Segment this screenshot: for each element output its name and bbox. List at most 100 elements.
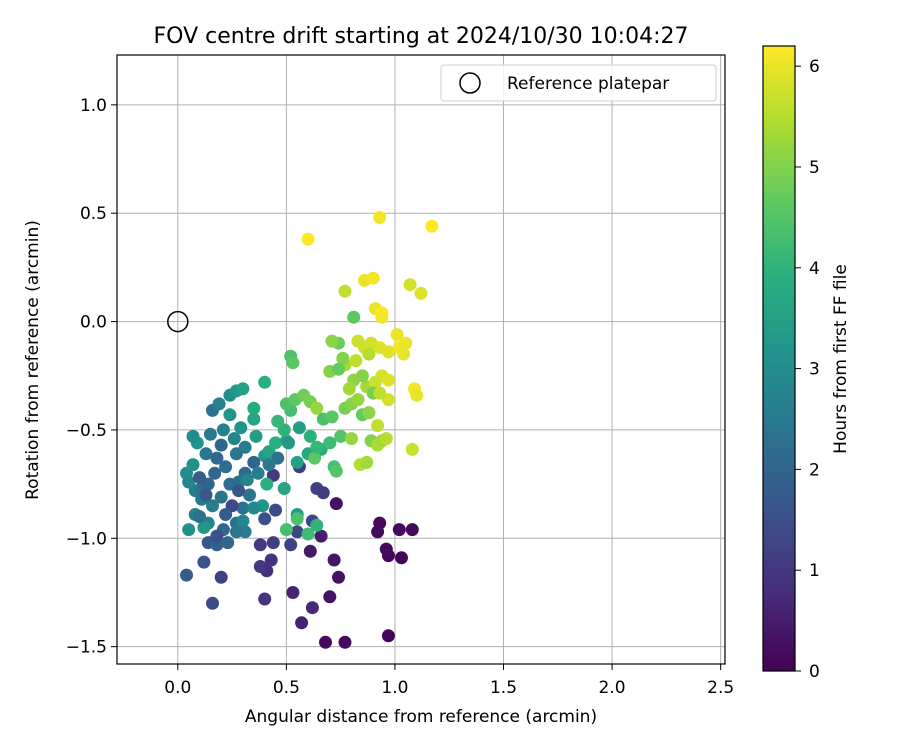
scatter-point xyxy=(336,351,350,365)
x-axis-label: Angular distance from reference (arcmin) xyxy=(245,707,597,727)
scatter-point xyxy=(197,521,211,534)
scatter-point xyxy=(323,436,337,450)
scatter-point xyxy=(425,219,439,233)
scatter-point xyxy=(229,525,243,539)
scatter-point xyxy=(379,542,393,556)
y-axis-label: Rotation from reference (arcmin) xyxy=(23,220,43,500)
scatter-point xyxy=(399,336,413,350)
scatter-point xyxy=(303,429,317,443)
scatter-point xyxy=(216,423,230,437)
scatter-point xyxy=(403,278,417,292)
scatter-point xyxy=(405,523,419,537)
scatter-point xyxy=(264,553,278,567)
scatter-point xyxy=(262,458,276,472)
scatter-point xyxy=(214,490,228,504)
x-tick-label: 1.0 xyxy=(381,678,408,698)
scatter-point xyxy=(219,508,233,521)
scatter-point xyxy=(199,488,213,502)
scatter-point xyxy=(373,516,387,530)
scatter-point xyxy=(410,388,424,402)
scatter-point xyxy=(223,408,237,422)
scatter-point xyxy=(219,460,233,474)
scatter-point xyxy=(329,464,343,478)
scatter-point xyxy=(279,523,293,537)
scatter-point xyxy=(206,499,219,513)
scatter-point xyxy=(253,538,267,552)
x-tick-label: 1.5 xyxy=(490,678,517,698)
scatter-point xyxy=(338,284,352,298)
scatter-point xyxy=(338,635,352,649)
scatter-point xyxy=(258,512,272,526)
colorbar-gradient xyxy=(762,45,796,672)
scatter-point xyxy=(199,447,213,461)
legend-marker-open-circle xyxy=(459,72,481,94)
x-axis-ticks: 0.0 0.5 1.0 1.5 2.0 2.5 xyxy=(164,664,734,698)
x-tick-label: 2.5 xyxy=(707,678,734,698)
scatter-point xyxy=(182,523,196,537)
scatter-point xyxy=(214,570,228,584)
scatter-point xyxy=(269,503,282,517)
colorbar-label: Hours from first FF file xyxy=(831,264,851,454)
scatter-point xyxy=(251,466,265,480)
chart-title: FOV centre drift starting at 2024/10/30 … xyxy=(154,24,689,49)
scatter-point xyxy=(362,406,376,420)
scatter-point xyxy=(277,482,291,495)
scatter-point xyxy=(375,310,389,324)
plot-frame xyxy=(116,54,726,665)
scatter-point xyxy=(303,544,317,558)
scatter-point xyxy=(236,382,250,396)
legend-entry-label: Reference platepar xyxy=(507,74,669,94)
scatter-point xyxy=(258,592,272,606)
scatter-point xyxy=(240,473,254,487)
scatter-point xyxy=(362,347,376,361)
x-tick-label: 0.0 xyxy=(164,678,191,698)
scatter-point xyxy=(206,596,219,610)
scatter-point xyxy=(310,518,324,532)
scatter-point xyxy=(247,412,261,426)
scatter-point xyxy=(301,527,315,541)
colorbar-tick-label: 5 xyxy=(809,158,820,178)
scatter-point xyxy=(212,397,226,411)
scatter-point xyxy=(329,497,343,511)
scatter-point xyxy=(366,271,380,285)
x-tick-label: 2.0 xyxy=(599,678,626,698)
scatter-point xyxy=(271,414,285,428)
y-tick-label: 0.5 xyxy=(80,204,107,224)
colorbar-tick-label: 0 xyxy=(809,662,820,682)
scatter-point xyxy=(193,510,206,524)
scatter-point xyxy=(323,590,337,604)
scatter-point xyxy=(269,436,282,450)
y-tick-label: −1.5 xyxy=(66,638,107,658)
reference-platepar-marker xyxy=(167,310,189,333)
colorbar-tick-label: 3 xyxy=(809,360,820,380)
y-axis-ticks: −1.5 −1.0 −0.5 0.0 0.5 1.0 xyxy=(66,96,117,658)
scatter-point xyxy=(236,501,250,515)
scatter-point xyxy=(390,328,404,342)
scatter-point xyxy=(203,427,217,441)
scatter-point xyxy=(290,525,304,539)
scatter-point xyxy=(208,466,222,480)
scatter-point xyxy=(286,586,300,599)
scatter-point xyxy=(258,375,272,389)
scatter-point xyxy=(214,438,228,452)
scatter-point xyxy=(327,553,341,567)
scatter-point xyxy=(308,451,322,465)
scatter-point xyxy=(381,629,395,643)
scatter-point xyxy=(197,555,211,569)
scatter-point xyxy=(253,560,267,573)
scatter-point xyxy=(414,286,428,300)
scatter-point xyxy=(232,484,246,498)
y-tick-label: 0.0 xyxy=(80,313,107,333)
scatter-point xyxy=(295,616,309,630)
scatter-point xyxy=(238,440,252,454)
scatter-point xyxy=(405,442,419,456)
scatter-point xyxy=(234,421,248,435)
scatter-point xyxy=(310,401,324,415)
y-tick-label: −1.0 xyxy=(66,529,107,549)
colorbar-tick-label: 4 xyxy=(809,259,820,279)
data-points xyxy=(167,211,439,649)
scatter-point xyxy=(180,568,193,582)
scatter-point xyxy=(210,529,224,543)
scatter-point xyxy=(221,536,235,550)
